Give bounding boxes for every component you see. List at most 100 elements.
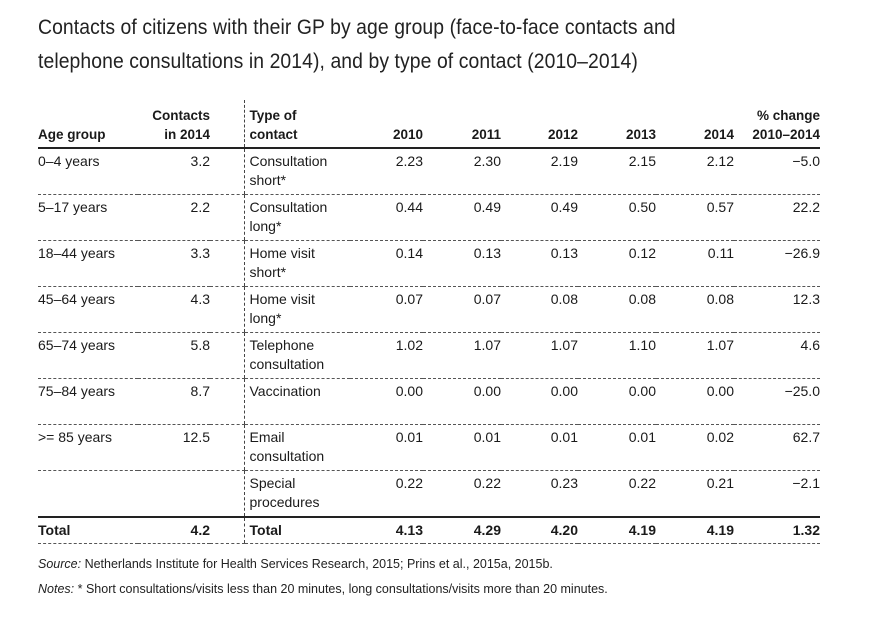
header-age-group: Age group — [38, 100, 138, 149]
value-2011-cell: 1.07 — [423, 332, 501, 379]
change-cell: 22.2 — [734, 194, 820, 241]
value-2014-cell: 2.12 — [656, 148, 734, 195]
contacts-cell: 12.5 — [138, 424, 210, 471]
age-group-cell: 0–4 years — [38, 148, 138, 195]
type-line2: procedures — [249, 494, 320, 510]
value-2013-cell: 2.15 — [578, 148, 656, 195]
header-2011: 2011 — [423, 100, 501, 149]
value-2013-cell: 0.00 — [578, 378, 656, 425]
value-2013-cell: 0.22 — [578, 470, 656, 518]
value-2010-cell: 0.44 — [350, 194, 423, 241]
type-line2: consultation — [249, 448, 325, 464]
value-2010-cell: 0.22 — [350, 470, 423, 518]
spacer-cell — [210, 286, 244, 333]
total-type-cell: Total — [243, 516, 350, 544]
value-2014-cell: 1.07 — [656, 332, 734, 379]
value-2010-cell: 0.01 — [350, 424, 423, 471]
type-line2: consultation — [249, 356, 325, 372]
spacer-cell — [210, 240, 244, 287]
header-change: % change 2010–2014 — [734, 100, 820, 149]
value-2013-cell: 1.10 — [578, 332, 656, 379]
value-2011-cell: 0.13 — [423, 240, 501, 287]
header-contacts-line2: in 2014 — [164, 127, 210, 142]
age-group-cell: 5–17 years — [38, 194, 138, 241]
type-cell: Consultation long* — [243, 194, 350, 241]
header-type-line2: contact — [249, 127, 298, 142]
spacer-cell — [210, 194, 244, 241]
table-row: 18–44 years 3.3 Home visit short* 0.14 0.13 0.… — [38, 240, 820, 287]
gp-contacts-table: Age group Contacts in 2014 Type of conta… — [38, 100, 820, 544]
age-group-cell: 18–44 years — [38, 240, 138, 287]
type-line2: long* — [249, 310, 282, 326]
value-2010-cell: 0.00 — [350, 378, 423, 425]
type-cell: Special procedures — [243, 470, 350, 518]
value-2010-cell: 1.02 — [350, 332, 423, 379]
value-2010-cell: 0.07 — [350, 286, 423, 333]
table-row: >= 85 years 12.5 Email consultation 0.01 0.01… — [38, 424, 820, 471]
spacer-cell — [210, 424, 244, 471]
value-2011-cell: 0.07 — [423, 286, 501, 333]
change-cell: 4.6 — [734, 332, 820, 379]
value-2012-cell: 0.08 — [501, 286, 578, 333]
type-cell: Email consultation — [243, 424, 350, 471]
type-cell: Home visit long* — [243, 286, 350, 333]
contacts-cell: 3.3 — [138, 240, 210, 287]
value-2012-cell: 0.00 — [501, 378, 578, 425]
spacer-cell — [210, 332, 244, 379]
type-cell: Consultation short* — [243, 148, 350, 195]
header-2012: 2012 — [501, 100, 578, 149]
value-2014-cell: 0.11 — [656, 240, 734, 287]
value-2012-cell: 1.07 — [501, 332, 578, 379]
table-row: Special procedures 0.22 0.22 0.23 0.22 0.21 −2.… — [38, 470, 820, 518]
value-2010-cell: 0.14 — [350, 240, 423, 287]
age-group-cell: 65–74 years — [38, 332, 138, 379]
header-type-line1: Type of — [249, 108, 297, 123]
header-contacts-line1: Contacts — [152, 108, 210, 123]
spacer-cell — [210, 470, 244, 518]
header-type: Type of contact — [243, 100, 350, 149]
contacts-cell: 5.8 — [138, 332, 210, 379]
value-2013-cell: 0.50 — [578, 194, 656, 241]
age-group-cell: 75–84 years — [38, 378, 138, 425]
header-2010: 2010 — [350, 100, 423, 149]
type-cell: Home visit short* — [243, 240, 350, 287]
value-2014-cell: 0.21 — [656, 470, 734, 518]
type-cell: Vaccination — [243, 378, 350, 425]
contacts-cell — [138, 470, 210, 518]
value-2013-cell: 0.12 — [578, 240, 656, 287]
notes-text: * Short consultations/visits less than 2… — [74, 582, 608, 596]
total-age-cell: Total — [38, 516, 138, 544]
table-title: Contacts of citizens with their GP by ag… — [38, 15, 676, 73]
type-line1: Email — [249, 429, 285, 445]
type-line1: Home visit — [249, 245, 315, 261]
table-row: 0–4 years 3.2 Consultation short* 2.23 2.30 2.… — [38, 148, 820, 195]
value-2011-cell: 0.49 — [423, 194, 501, 241]
type-line1: Telephone — [249, 337, 315, 353]
value-2011-cell: 2.30 — [423, 148, 501, 195]
change-cell: −25.0 — [734, 378, 820, 425]
header-row: Age group Contacts in 2014 Type of conta… — [38, 100, 820, 149]
table-row: 75–84 years 8.7 Vaccination 0.00 0.00 0.00 0.0… — [38, 378, 820, 425]
value-2012-cell: 0.13 — [501, 240, 578, 287]
spacer-cell — [210, 148, 244, 195]
header-2014: 2014 — [656, 100, 734, 149]
header-change-line1: % change — [756, 108, 820, 123]
total-change-cell: 1.32 — [734, 516, 820, 544]
age-group-cell — [38, 470, 138, 518]
value-2014-cell: 0.57 — [656, 194, 734, 241]
age-group-cell: >= 85 years — [38, 424, 138, 471]
age-group-cell: 45–64 years — [38, 286, 138, 333]
header-change-line2: 2010–2014 — [752, 127, 820, 142]
change-cell: 62.7 — [734, 424, 820, 471]
table-row: 5–17 years 2.2 Consultation long* 0.44 0.49 0.… — [38, 194, 820, 241]
value-2013-cell: 0.08 — [578, 286, 656, 333]
total-contacts-cell: 4.2 — [138, 516, 210, 544]
value-2014-cell: 0.08 — [656, 286, 734, 333]
contacts-cell: 8.7 — [138, 378, 210, 425]
type-line1: Consultation — [249, 153, 328, 169]
notes-note: Notes: * Short consultations/visits less… — [38, 582, 608, 596]
value-2012-cell: 0.49 — [501, 194, 578, 241]
source-text: Netherlands Institute for Health Service… — [81, 557, 553, 571]
value-2014-cell: 0.00 — [656, 378, 734, 425]
total-2014-cell: 4.19 — [656, 516, 734, 544]
